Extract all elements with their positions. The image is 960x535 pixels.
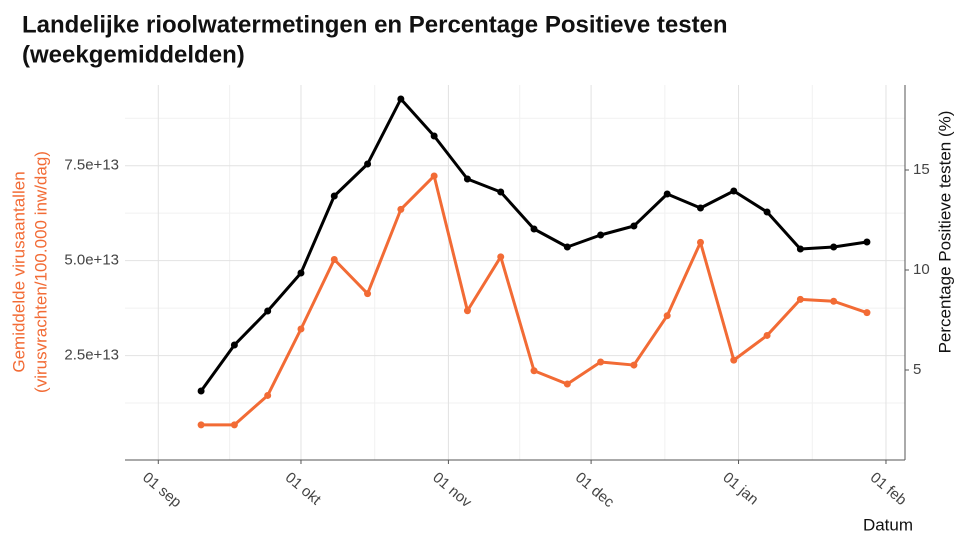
- data-point: [663, 312, 671, 320]
- data-point: [763, 331, 771, 339]
- data-point: [730, 187, 738, 195]
- data-point: [696, 204, 704, 212]
- data-point: [696, 238, 704, 246]
- y-axis-label: (virusvrachten/100.000 inw/dag): [31, 151, 50, 393]
- y2-tick-label: 15: [913, 161, 930, 178]
- data-point: [763, 208, 771, 216]
- x-tick-label: 01 nov: [429, 469, 475, 511]
- data-point: [364, 160, 372, 168]
- data-point: [297, 269, 305, 277]
- data-point: [430, 132, 438, 140]
- data-point: [497, 188, 505, 196]
- y-tick-label: 2.5e+13: [64, 347, 119, 364]
- data-point: [796, 295, 804, 303]
- data-point: [630, 361, 638, 369]
- data-point: [397, 205, 405, 213]
- chart-title: (weekgemiddelden): [22, 41, 245, 68]
- data-point: [397, 95, 405, 103]
- y-tick-label: 7.5e+13: [64, 157, 119, 174]
- data-point: [863, 238, 871, 246]
- x-tick-label: 01 feb: [867, 469, 910, 509]
- x-tick-label: 01 jan: [719, 469, 761, 508]
- data-point: [497, 253, 505, 261]
- data-point: [430, 172, 438, 180]
- x-tick-label: 01 sep: [139, 469, 184, 511]
- data-point: [297, 325, 305, 333]
- data-point: [863, 309, 871, 317]
- data-point: [197, 387, 205, 395]
- data-point: [230, 421, 238, 429]
- data-point: [563, 243, 571, 251]
- y-axis-label: Gemiddelde virusaantallen: [9, 171, 28, 372]
- y2-tick-label: 5: [913, 361, 921, 378]
- data-point: [530, 367, 538, 375]
- y2-axis-label: Percentage Positieve testen (%): [935, 111, 954, 354]
- data-point: [197, 421, 205, 429]
- x-tick-label: 01 okt: [282, 469, 325, 509]
- data-point: [264, 307, 272, 315]
- y2-tick-label: 10: [913, 261, 930, 278]
- data-point: [330, 192, 338, 200]
- data-point: [230, 341, 238, 349]
- data-point: [463, 307, 471, 315]
- data-point: [830, 243, 838, 251]
- data-point: [730, 356, 738, 364]
- data-point: [663, 190, 671, 198]
- y-tick-label: 5.0e+13: [64, 252, 119, 269]
- data-point: [364, 290, 372, 298]
- data-point: [630, 222, 638, 230]
- data-point: [563, 380, 571, 388]
- data-point: [796, 245, 804, 253]
- data-point: [597, 358, 605, 366]
- data-point: [330, 255, 338, 263]
- grid: [125, 85, 905, 460]
- data-point: [597, 231, 605, 239]
- data-point: [530, 225, 538, 233]
- data-point: [264, 391, 272, 399]
- data-point: [830, 297, 838, 305]
- x-axis-label: Datum: [863, 515, 913, 534]
- x-tick-label: 01 dec: [572, 469, 618, 511]
- data-point: [463, 175, 471, 183]
- chart-title: Landelijke rioolwatermetingen en Percent…: [22, 11, 728, 38]
